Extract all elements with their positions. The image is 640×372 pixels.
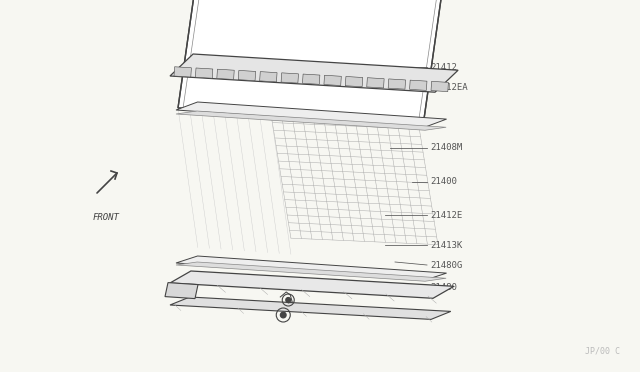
Polygon shape bbox=[410, 80, 427, 90]
Polygon shape bbox=[195, 68, 213, 78]
Polygon shape bbox=[303, 74, 320, 84]
Polygon shape bbox=[238, 70, 255, 81]
Text: FRONT: FRONT bbox=[93, 213, 120, 222]
Polygon shape bbox=[170, 54, 458, 92]
Text: 21480G: 21480G bbox=[430, 260, 462, 269]
Polygon shape bbox=[176, 102, 447, 127]
Text: 21408M: 21408M bbox=[430, 144, 462, 153]
Polygon shape bbox=[176, 111, 446, 130]
Polygon shape bbox=[178, 0, 445, 126]
Polygon shape bbox=[431, 81, 449, 92]
Text: 21480: 21480 bbox=[430, 283, 457, 292]
Text: JP/00 C: JP/00 C bbox=[585, 346, 620, 355]
Text: 21413K: 21413K bbox=[430, 241, 462, 250]
Polygon shape bbox=[367, 78, 384, 88]
Polygon shape bbox=[217, 69, 234, 80]
Polygon shape bbox=[165, 283, 198, 299]
Polygon shape bbox=[388, 79, 406, 89]
Polygon shape bbox=[176, 262, 446, 281]
Polygon shape bbox=[260, 72, 277, 82]
Text: 21412: 21412 bbox=[430, 62, 457, 71]
Polygon shape bbox=[281, 73, 298, 83]
Text: 21412E: 21412E bbox=[430, 211, 462, 219]
Polygon shape bbox=[174, 67, 191, 77]
Polygon shape bbox=[170, 271, 454, 298]
Text: 21400: 21400 bbox=[430, 177, 457, 186]
Polygon shape bbox=[324, 75, 341, 86]
Polygon shape bbox=[176, 256, 447, 280]
Circle shape bbox=[286, 298, 291, 302]
Circle shape bbox=[280, 312, 286, 318]
Polygon shape bbox=[346, 77, 363, 87]
Text: 21412EA: 21412EA bbox=[430, 83, 468, 93]
Polygon shape bbox=[170, 297, 451, 320]
